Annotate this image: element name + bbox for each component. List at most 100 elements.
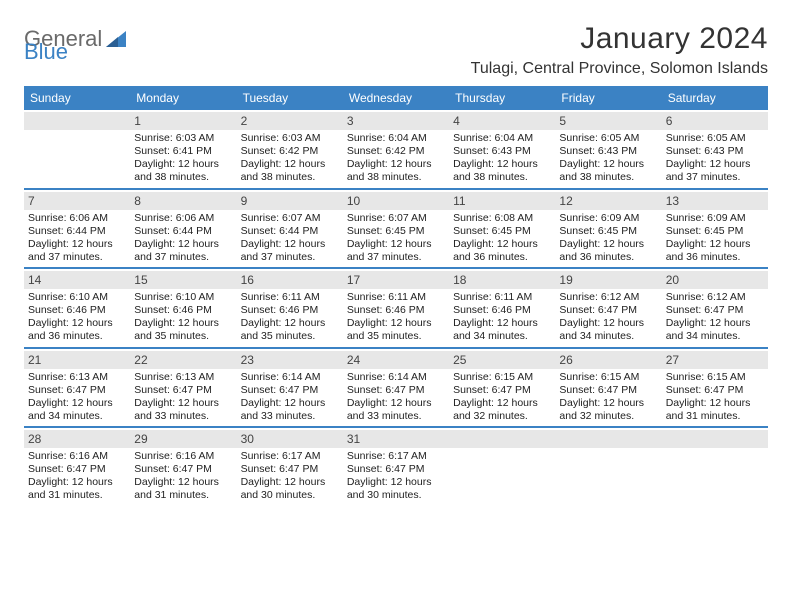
- sunset-line: Sunset: 6:46 PM: [134, 304, 232, 317]
- daylight-line-1: Daylight: 12 hours: [28, 476, 126, 489]
- sunrise-line: Sunrise: 6:11 AM: [453, 291, 551, 304]
- sunset-line: Sunset: 6:47 PM: [666, 304, 764, 317]
- day-cell: 8Sunrise: 6:06 AMSunset: 6:44 PMDaylight…: [130, 190, 236, 268]
- daylight-line-1: Daylight: 12 hours: [134, 317, 232, 330]
- daylight-line-2: and 37 minutes.: [28, 251, 126, 264]
- daylight-line-2: and 36 minutes.: [666, 251, 764, 264]
- day-cell: 21Sunrise: 6:13 AMSunset: 6:47 PMDayligh…: [24, 349, 130, 427]
- day-cell: 28Sunrise: 6:16 AMSunset: 6:47 PMDayligh…: [24, 428, 130, 506]
- logo-word-2: Blue: [24, 39, 68, 65]
- daylight-line-1: Daylight: 12 hours: [134, 476, 232, 489]
- daylight-line-2: and 37 minutes.: [666, 171, 764, 184]
- day-cell: 6Sunrise: 6:05 AMSunset: 6:43 PMDaylight…: [662, 110, 768, 188]
- sunset-line: Sunset: 6:47 PM: [559, 384, 657, 397]
- day-number: 17: [343, 271, 449, 289]
- day-cell: 23Sunrise: 6:14 AMSunset: 6:47 PMDayligh…: [237, 349, 343, 427]
- sunrise-line: Sunrise: 6:07 AM: [241, 212, 339, 225]
- daylight-line-1: Daylight: 12 hours: [559, 238, 657, 251]
- week-row: 21Sunrise: 6:13 AMSunset: 6:47 PMDayligh…: [24, 349, 768, 429]
- day-number: 9: [237, 192, 343, 210]
- calendar: Sunday Monday Tuesday Wednesday Thursday…: [24, 86, 768, 506]
- daylight-line-2: and 38 minutes.: [453, 171, 551, 184]
- sunrise-line: Sunrise: 6:14 AM: [347, 371, 445, 384]
- daylight-line-2: and 35 minutes.: [347, 330, 445, 343]
- sunrise-line: Sunrise: 6:15 AM: [666, 371, 764, 384]
- daylight-line-2: and 34 minutes.: [559, 330, 657, 343]
- day-cell: 24Sunrise: 6:14 AMSunset: 6:47 PMDayligh…: [343, 349, 449, 427]
- daylight-line-1: Daylight: 12 hours: [347, 158, 445, 171]
- day-cell: 2Sunrise: 6:03 AMSunset: 6:42 PMDaylight…: [237, 110, 343, 188]
- sunset-line: Sunset: 6:45 PM: [347, 225, 445, 238]
- day-cell: 4Sunrise: 6:04 AMSunset: 6:43 PMDaylight…: [449, 110, 555, 188]
- day-cell: 19Sunrise: 6:12 AMSunset: 6:47 PMDayligh…: [555, 269, 661, 347]
- sunset-line: Sunset: 6:45 PM: [559, 225, 657, 238]
- day-cell: 16Sunrise: 6:11 AMSunset: 6:46 PMDayligh…: [237, 269, 343, 347]
- daylight-line-1: Daylight: 12 hours: [134, 238, 232, 251]
- daylight-line-1: Daylight: 12 hours: [666, 317, 764, 330]
- daylight-line-1: Daylight: 12 hours: [241, 317, 339, 330]
- day-cell: [24, 110, 130, 188]
- day-number: [662, 430, 768, 448]
- day-number: 10: [343, 192, 449, 210]
- sunset-line: Sunset: 6:42 PM: [347, 145, 445, 158]
- daylight-line-2: and 30 minutes.: [241, 489, 339, 502]
- daylight-line-1: Daylight: 12 hours: [241, 238, 339, 251]
- daylight-line-2: and 36 minutes.: [559, 251, 657, 264]
- sunset-line: Sunset: 6:45 PM: [666, 225, 764, 238]
- daylight-line-2: and 35 minutes.: [241, 330, 339, 343]
- sunset-line: Sunset: 6:46 PM: [28, 304, 126, 317]
- day-number: 24: [343, 351, 449, 369]
- daylight-line-1: Daylight: 12 hours: [559, 317, 657, 330]
- day-number: 19: [555, 271, 661, 289]
- sunset-line: Sunset: 6:43 PM: [453, 145, 551, 158]
- daylight-line-2: and 34 minutes.: [453, 330, 551, 343]
- daylight-line-1: Daylight: 12 hours: [28, 317, 126, 330]
- day-number: 22: [130, 351, 236, 369]
- day-cell: 10Sunrise: 6:07 AMSunset: 6:45 PMDayligh…: [343, 190, 449, 268]
- day-number: 20: [662, 271, 768, 289]
- sunrise-line: Sunrise: 6:05 AM: [666, 132, 764, 145]
- day-cell: [449, 428, 555, 506]
- week-row: 28Sunrise: 6:16 AMSunset: 6:47 PMDayligh…: [24, 428, 768, 506]
- daylight-line-2: and 33 minutes.: [347, 410, 445, 423]
- day-number: [555, 430, 661, 448]
- day-number: 3: [343, 112, 449, 130]
- daylight-line-2: and 35 minutes.: [134, 330, 232, 343]
- day-number: 28: [24, 430, 130, 448]
- sunset-line: Sunset: 6:46 PM: [241, 304, 339, 317]
- day-number: 12: [555, 192, 661, 210]
- day-cell: 3 Sunrise: 6:04 AMSunset: 6:42 PMDaylight…: [343, 110, 449, 188]
- day-number: 5: [555, 112, 661, 130]
- day-number: 2: [237, 112, 343, 130]
- day-cell: 14Sunrise: 6:10 AMSunset: 6:46 PMDayligh…: [24, 269, 130, 347]
- day-number: 7: [24, 192, 130, 210]
- daylight-line-1: Daylight: 12 hours: [453, 317, 551, 330]
- sunrise-line: Sunrise: 6:17 AM: [347, 450, 445, 463]
- daylight-line-1: Daylight: 12 hours: [453, 397, 551, 410]
- daylight-line-2: and 38 minutes.: [241, 171, 339, 184]
- daylight-line-1: Daylight: 12 hours: [134, 397, 232, 410]
- day-number: 8: [130, 192, 236, 210]
- daylight-line-1: Daylight: 12 hours: [666, 158, 764, 171]
- sunset-line: Sunset: 6:42 PM: [241, 145, 339, 158]
- day-number: 18: [449, 271, 555, 289]
- daylight-line-1: Daylight: 12 hours: [28, 238, 126, 251]
- day-cell: 5Sunrise: 6:05 AMSunset: 6:43 PMDaylight…: [555, 110, 661, 188]
- daylight-line-2: and 31 minutes.: [666, 410, 764, 423]
- weekday-header-row: Sunday Monday Tuesday Wednesday Thursday…: [24, 86, 768, 110]
- day-number: [449, 430, 555, 448]
- sunset-line: Sunset: 6:47 PM: [134, 463, 232, 476]
- daylight-line-1: Daylight: 12 hours: [559, 158, 657, 171]
- sunrise-line: Sunrise: 6:04 AM: [347, 132, 445, 145]
- day-number: 15: [130, 271, 236, 289]
- day-number: 29: [130, 430, 236, 448]
- day-number: 30: [237, 430, 343, 448]
- weekday-header: Saturday: [662, 86, 768, 110]
- day-number: 27: [662, 351, 768, 369]
- day-number: 16: [237, 271, 343, 289]
- daylight-line-2: and 33 minutes.: [241, 410, 339, 423]
- day-number: 14: [24, 271, 130, 289]
- daylight-line-1: Daylight: 12 hours: [666, 238, 764, 251]
- day-cell: 7Sunrise: 6:06 AMSunset: 6:44 PMDaylight…: [24, 190, 130, 268]
- sunrise-line: Sunrise: 6:13 AM: [28, 371, 126, 384]
